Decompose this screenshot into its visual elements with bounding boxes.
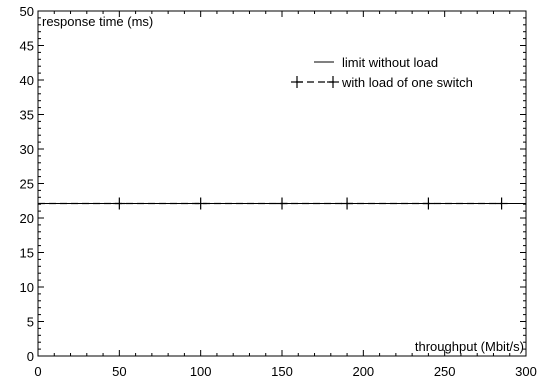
y-tick-label: 50 [20,4,34,19]
minor-ticks [38,11,526,356]
y-tick-label: 30 [20,142,34,157]
x-tick-label: 300 [515,364,537,379]
x-tick-label: 250 [434,364,456,379]
legend-markers-with-load [291,76,339,88]
legend: limit without load with load of one swit… [291,55,473,90]
y-axis: 0 5 10 15 20 25 30 35 40 45 50 [20,4,526,364]
data-point-marker [341,197,354,210]
x-tick-label: 50 [112,364,126,379]
y-tick-label: 15 [20,246,34,261]
x-axis: 0 50 100 150 200 250 300 [34,11,537,379]
legend-marker [327,76,339,88]
legend-label-limit-without-load: limit without load [342,55,438,70]
y-tick-label: 25 [20,177,34,192]
data-point-marker [194,197,207,210]
x-tick-label: 0 [34,364,41,379]
y-tick-label: 45 [20,39,34,54]
y-tick-label: 0 [27,349,34,364]
data-point-marker [113,197,126,210]
y-tick-label: 35 [20,108,34,123]
data-point-marker [495,197,508,210]
y-tick-label: 20 [20,211,34,226]
x-axis-title: throughput (Mbit/s) [415,339,524,354]
x-tick-label: 100 [190,364,212,379]
y-tick-label: 10 [20,280,34,295]
y-tick-label: 40 [20,73,34,88]
plot-frame [37,10,527,357]
x-tick-label: 200 [352,364,374,379]
data-point-marker [422,197,435,210]
x-tick-label: 150 [271,364,293,379]
y-tick-label: 5 [27,315,34,330]
legend-marker [291,76,303,88]
legend-label-with-load-of-one-switch: with load of one switch [341,75,473,90]
series-layer [38,197,526,210]
data-point-marker [276,197,288,210]
y-axis-title: response time (ms) [42,14,153,29]
